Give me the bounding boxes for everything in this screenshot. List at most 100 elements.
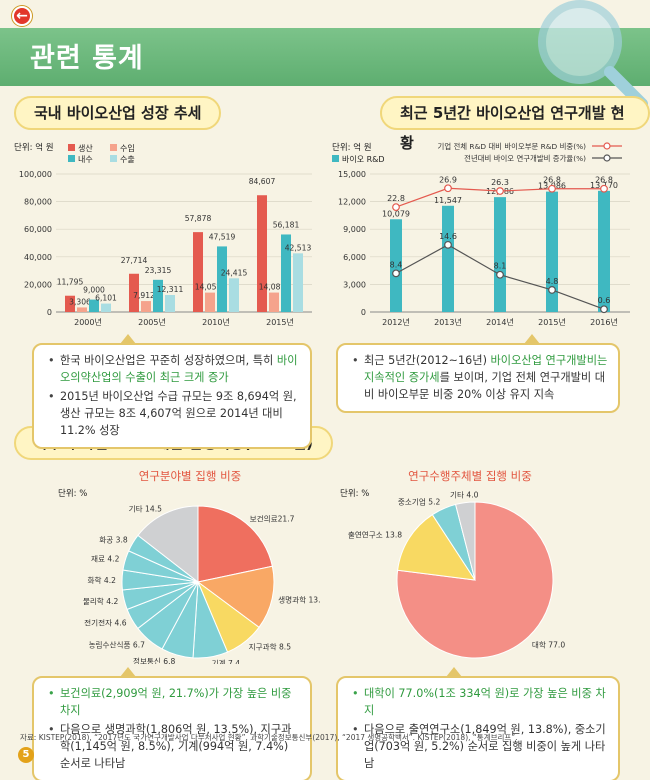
legend-swatch bbox=[110, 155, 117, 162]
line-marker bbox=[392, 269, 400, 278]
data-label: 57,878 bbox=[185, 214, 212, 223]
y-tick-label: 15,000 bbox=[338, 170, 366, 179]
data-label: 11,795 bbox=[57, 278, 84, 287]
bar bbox=[442, 205, 454, 312]
legend-swatch bbox=[110, 144, 117, 151]
y-tick-label: 12,000 bbox=[338, 198, 366, 207]
pie-slice bbox=[196, 565, 275, 629]
pie-slice bbox=[197, 505, 273, 583]
data-label: 11,547 bbox=[434, 196, 462, 205]
bar bbox=[217, 246, 227, 312]
bar bbox=[269, 292, 279, 312]
page-number: 5 bbox=[18, 747, 34, 763]
data-label: 6,101 bbox=[95, 294, 117, 303]
data-label: 14,057 bbox=[195, 283, 222, 292]
line-marker bbox=[392, 203, 400, 212]
slice-label: 지구과학 8.5 bbox=[249, 642, 292, 652]
note-growth: 한국 바이오산업은 꾸준히 성장하였으며, 특히 바이오의약산업의 수출이 최근… bbox=[32, 343, 312, 449]
data-label: 42,513 bbox=[285, 243, 312, 252]
note-rd: 최근 5년간(2012~16년) 바이오산업 연구개발비는 지속적인 증가세를 … bbox=[336, 343, 620, 413]
note-item: 보건의료(2,909억 원, 21.7%)가 가장 높은 비중 차지 bbox=[48, 685, 300, 719]
slice-label: 기계 7.4 bbox=[212, 658, 241, 664]
legend-label: 수출 bbox=[120, 154, 135, 164]
line-marker bbox=[496, 187, 504, 195]
slice-label: 대학 77.0 bbox=[532, 640, 565, 650]
data-label: 3,306 bbox=[69, 297, 91, 306]
y-tick-label: 100,000 bbox=[19, 170, 52, 179]
data-label: 56,181 bbox=[273, 220, 300, 229]
note-pointer bbox=[120, 334, 136, 344]
data-label: 8.1 bbox=[494, 262, 507, 271]
bar bbox=[193, 232, 203, 312]
x-tick-label: 2016년 bbox=[590, 317, 618, 327]
line-marker bbox=[548, 184, 556, 193]
data-label: 7,912 bbox=[133, 291, 155, 300]
slice-label: 화학 4.2 bbox=[88, 575, 117, 585]
unit-label: 단위: 억 원 bbox=[332, 142, 372, 153]
bar bbox=[257, 195, 267, 312]
legend-label: 전년대비 바이오 연구개발비 증가율(%) bbox=[464, 154, 586, 163]
legend-marker bbox=[603, 154, 611, 162]
y-tick-label: 6,000 bbox=[343, 253, 366, 262]
bar bbox=[77, 307, 87, 312]
line-marker bbox=[600, 305, 608, 314]
bar bbox=[205, 292, 215, 312]
source-note: 자료: KISTEP(2018), “2017년도 국가연구개발사업 다부처사업… bbox=[20, 733, 518, 742]
y-tick-label: 20,000 bbox=[24, 280, 52, 289]
bar bbox=[101, 303, 111, 312]
data-label: 27,714 bbox=[121, 256, 148, 265]
slice-label: 중소기업 5.2 bbox=[398, 497, 441, 506]
unit-label: 단위: % bbox=[58, 488, 87, 499]
bar bbox=[65, 295, 75, 312]
bar bbox=[598, 190, 610, 312]
data-label: 0.6 bbox=[598, 296, 611, 305]
x-tick-label: 2013년 bbox=[434, 317, 462, 327]
slice-label: 재료 4.2 bbox=[91, 555, 120, 564]
data-label: 26.3 bbox=[491, 178, 509, 187]
note-item: 2015년 바이오산업 수급 규모는 9조 8,694억 원, 생산 규모는 8… bbox=[48, 388, 300, 439]
slice-label: 보건의료21.7 bbox=[250, 513, 295, 523]
data-label: 14.6 bbox=[439, 232, 457, 241]
back-arrow-icon[interactable]: ← bbox=[12, 6, 32, 26]
x-tick-label: 2014년 bbox=[486, 317, 514, 327]
slice-label: 생명과학 13.5 bbox=[278, 594, 320, 604]
slice-label: 출연연구소 13.8 bbox=[348, 529, 402, 539]
note-performer: 대학이 77.0%(1조 334억 원)로 가장 높은 비중 차지 다음으로 출… bbox=[336, 676, 620, 780]
pie-slice bbox=[454, 501, 476, 581]
line-marker bbox=[444, 184, 452, 193]
bar bbox=[293, 253, 303, 312]
bar bbox=[89, 299, 99, 312]
y-tick-label: 9,000 bbox=[343, 225, 366, 234]
slice-label: 농림수산식품 6.7 bbox=[89, 640, 146, 650]
x-tick-label: 2005년 bbox=[138, 317, 166, 327]
bar bbox=[141, 301, 151, 312]
slice-label: 물리학 4.2 bbox=[83, 596, 119, 606]
x-tick-label: 2015년 bbox=[266, 317, 294, 327]
slice-label: 화공 3.8 bbox=[99, 536, 128, 545]
data-label: 26.8 bbox=[595, 176, 613, 185]
bar bbox=[165, 295, 175, 312]
note-item: 최근 5년간(2012~16년) 바이오산업 연구개발비는 지속적인 증가세를 … bbox=[352, 352, 608, 403]
page-title: 관련 통계 bbox=[30, 43, 144, 74]
data-label: 8.4 bbox=[390, 260, 403, 269]
legend-swatch bbox=[68, 155, 75, 162]
line-marker bbox=[496, 270, 504, 279]
slice-label: 정보통신 6.8 bbox=[133, 656, 176, 664]
legend-label: 기업 전체 R&D 대비 바이오부문 R&D 비중(%) bbox=[438, 142, 587, 151]
bar bbox=[129, 273, 139, 312]
line-marker bbox=[600, 184, 608, 193]
legend-label: 바이오 R&D bbox=[342, 154, 385, 164]
data-label: 26.8 bbox=[543, 176, 561, 185]
data-label: 12,311 bbox=[157, 285, 184, 294]
unit-label: 단위: % bbox=[340, 488, 369, 499]
y-tick-label: 60,000 bbox=[24, 225, 52, 234]
legend-marker bbox=[603, 142, 611, 150]
note-pointer bbox=[524, 334, 540, 344]
note-field: 보건의료(2,909억 원, 21.7%)가 가장 높은 비중 차지 다음으로 … bbox=[32, 676, 312, 780]
data-label: 24,415 bbox=[221, 268, 248, 277]
note-item: 대학이 77.0%(1조 334억 원)로 가장 높은 비중 차지 bbox=[352, 685, 608, 719]
line-marker bbox=[548, 286, 556, 294]
note-item: 다음으로 생명과학(1,806억 원, 13.5%), 지구과학(1,145억 … bbox=[48, 721, 300, 772]
data-label: 26.9 bbox=[439, 175, 457, 184]
